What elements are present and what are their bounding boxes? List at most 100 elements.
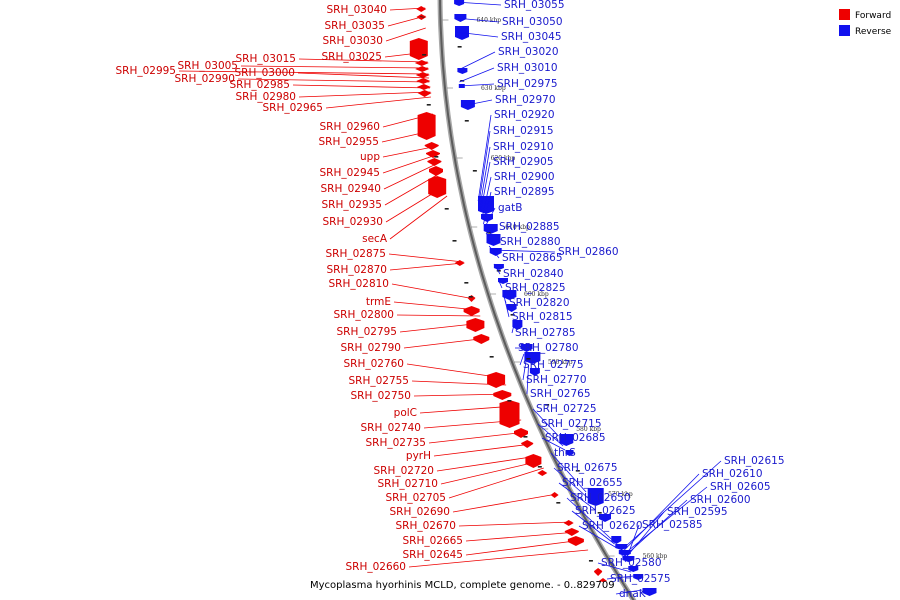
forward-gene[interactable]: [409, 38, 428, 60]
reverse-gene[interactable]: [457, 68, 468, 74]
forward-gene-label[interactable]: SRH_02665: [402, 535, 463, 547]
forward-gene[interactable]: [493, 390, 512, 400]
reverse-gene-label[interactable]: SRH_02895: [494, 186, 555, 198]
reverse-gene[interactable]: [506, 304, 517, 312]
reverse-gene-label[interactable]: SRH_02880: [500, 236, 561, 248]
reverse-gene[interactable]: [615, 544, 628, 550]
reverse-gene[interactable]: [454, 14, 467, 22]
reverse-gene-label[interactable]: SRH_02715: [541, 418, 602, 430]
reverse-gene-label[interactable]: gatB: [498, 202, 522, 214]
reverse-gene[interactable]: [498, 278, 508, 284]
reverse-gene[interactable]: [454, 0, 465, 6]
reverse-gene-label[interactable]: SRH_02825: [505, 282, 566, 294]
reverse-gene[interactable]: [642, 588, 657, 596]
reverse-gene-label[interactable]: SRH_02970: [495, 94, 556, 106]
forward-gene-label[interactable]: SRH_02940: [320, 183, 381, 195]
forward-gene-label[interactable]: upp: [360, 151, 380, 163]
forward-gene[interactable]: [463, 306, 480, 316]
forward-gene-label[interactable]: SRH_02760: [343, 358, 404, 370]
forward-gene[interactable]: [499, 400, 520, 428]
forward-gene[interactable]: [466, 318, 485, 332]
reverse-gene-label[interactable]: SRH_02610: [702, 468, 763, 480]
forward-gene-label[interactable]: SRH_03015: [235, 53, 296, 65]
reverse-gene-label[interactable]: SRH_02885: [499, 221, 560, 233]
reverse-gene-label[interactable]: SRH_02860: [558, 246, 619, 258]
forward-gene[interactable]: [414, 60, 429, 66]
forward-gene-label[interactable]: polC: [394, 407, 417, 419]
reverse-gene-label[interactable]: SRH_02765: [530, 388, 591, 400]
forward-gene[interactable]: [487, 372, 506, 388]
forward-gene-label[interactable]: SRH_02740: [360, 422, 421, 434]
forward-gene-label[interactable]: SRH_02735: [365, 437, 426, 449]
forward-gene[interactable]: [537, 470, 548, 476]
reverse-gene[interactable]: [520, 344, 533, 352]
reverse-gene-label[interactable]: SRH_02815: [512, 311, 573, 323]
reverse-gene-label[interactable]: SRH_02910: [493, 141, 554, 153]
forward-gene[interactable]: [563, 520, 574, 526]
reverse-gene-label[interactable]: SRH_03010: [497, 62, 558, 74]
forward-gene-label[interactable]: SRH_02870: [326, 264, 387, 276]
reverse-gene-label[interactable]: SRH_02915: [493, 125, 554, 137]
forward-gene[interactable]: [594, 568, 603, 576]
reverse-gene[interactable]: [524, 352, 541, 364]
reverse-gene-label[interactable]: SRH_02625: [575, 505, 636, 517]
forward-gene-label[interactable]: SRH_02875: [325, 248, 386, 260]
forward-gene-label[interactable]: SRH_02720: [373, 465, 434, 477]
reverse-gene-label[interactable]: dnaK: [619, 588, 647, 600]
forward-gene-label[interactable]: SRH_02945: [319, 167, 380, 179]
reverse-gene-label[interactable]: SRH_03045: [501, 31, 562, 43]
reverse-gene[interactable]: [633, 574, 644, 580]
reverse-gene-label[interactable]: SRH_02655: [562, 477, 623, 489]
forward-gene[interactable]: [428, 176, 447, 198]
forward-gene-label[interactable]: SRH_02960: [319, 121, 380, 133]
reverse-gene-label[interactable]: SRH_02580: [601, 557, 662, 569]
forward-gene-label[interactable]: trmE: [366, 296, 391, 308]
reverse-gene-label[interactable]: SRH_02605: [710, 481, 771, 493]
reverse-gene-label[interactable]: SRH_02725: [536, 403, 597, 415]
reverse-gene-label[interactable]: SRH_02785: [515, 327, 576, 339]
reverse-gene-label[interactable]: SRH_02865: [502, 252, 563, 264]
forward-gene-label[interactable]: pyrH: [406, 450, 431, 462]
forward-gene-label[interactable]: SRH_02645: [402, 549, 463, 561]
forward-gene-label[interactable]: SRH_02985: [229, 79, 290, 91]
reverse-gene-label[interactable]: SRH_02595: [667, 506, 728, 518]
reverse-gene-label[interactable]: SRH_02675: [557, 462, 618, 474]
reverse-gene[interactable]: [512, 320, 523, 330]
forward-gene-label[interactable]: SRH_03000: [234, 67, 295, 79]
forward-gene[interactable]: [564, 528, 579, 536]
forward-gene-label[interactable]: SRH_02795: [336, 326, 397, 338]
forward-gene-label[interactable]: SRH_02710: [377, 478, 438, 490]
reverse-gene[interactable]: [628, 566, 639, 572]
reverse-gene[interactable]: [587, 488, 604, 506]
reverse-gene[interactable]: [559, 434, 574, 446]
reverse-gene-label[interactable]: SRH_02685: [545, 432, 606, 444]
forward-gene[interactable]: [416, 84, 431, 90]
reverse-gene-label[interactable]: SRH_02780: [518, 342, 579, 354]
reverse-gene[interactable]: [529, 368, 540, 376]
forward-gene-label[interactable]: SRH_02660: [345, 561, 406, 573]
reverse-gene-label[interactable]: SRH_02620: [582, 520, 643, 532]
forward-gene[interactable]: [427, 158, 442, 166]
forward-gene-label[interactable]: SRH_03035: [324, 20, 385, 32]
forward-gene[interactable]: [416, 6, 427, 12]
forward-gene-label[interactable]: SRH_02810: [328, 278, 389, 290]
forward-gene[interactable]: [417, 90, 432, 97]
forward-gene-label[interactable]: SRH_02980: [235, 91, 296, 103]
forward-gene-label[interactable]: SRH_02755: [348, 375, 409, 387]
reverse-gene-label[interactable]: SRH_02575: [610, 573, 671, 585]
forward-gene[interactable]: [550, 492, 559, 498]
forward-gene-label[interactable]: SRH_02800: [333, 309, 394, 321]
forward-gene-label[interactable]: secA: [362, 233, 388, 245]
forward-gene-label[interactable]: SRH_02995: [115, 65, 176, 77]
forward-gene-label[interactable]: SRH_02750: [350, 390, 411, 402]
forward-gene[interactable]: [416, 78, 431, 84]
forward-gene[interactable]: [415, 66, 430, 72]
forward-gene-label[interactable]: SRH_02930: [322, 216, 383, 228]
reverse-gene[interactable]: [486, 234, 501, 246]
forward-gene-label[interactable]: SRH_02790: [340, 342, 401, 354]
reverse-gene-label[interactable]: SRH_03050: [502, 16, 563, 28]
forward-gene[interactable]: [415, 72, 430, 78]
legend-reverse[interactable]: Reverse: [839, 25, 892, 37]
reverse-gene[interactable]: [565, 450, 574, 456]
